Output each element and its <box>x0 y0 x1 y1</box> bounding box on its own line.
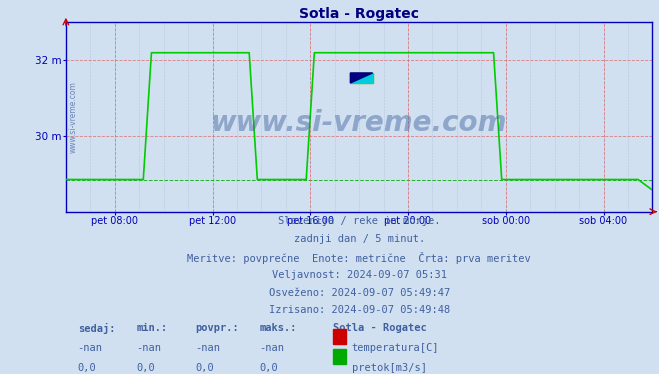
Text: www.si-vreme.com: www.si-vreme.com <box>69 81 78 153</box>
Text: povpr.:: povpr.: <box>195 323 239 333</box>
Text: min.:: min.: <box>136 323 167 333</box>
Text: maks.:: maks.: <box>260 323 297 333</box>
Bar <box>333 349 346 364</box>
Title: Sotla - Rogatec: Sotla - Rogatec <box>299 7 419 21</box>
Bar <box>333 329 346 344</box>
Text: Meritve: povprečne  Enote: metrične  Črta: prva meritev: Meritve: povprečne Enote: metrične Črta:… <box>187 252 531 264</box>
Text: 0,0: 0,0 <box>136 364 155 373</box>
Text: pretok[m3/s]: pretok[m3/s] <box>351 364 426 373</box>
Polygon shape <box>351 73 372 83</box>
Text: 0,0: 0,0 <box>260 364 278 373</box>
Text: www.si-vreme.com: www.si-vreme.com <box>211 109 507 137</box>
Text: Veljavnost: 2024-09-07 05:31: Veljavnost: 2024-09-07 05:31 <box>272 270 447 280</box>
Polygon shape <box>351 73 372 83</box>
Text: -nan: -nan <box>195 343 220 353</box>
Polygon shape <box>351 73 372 83</box>
Text: Slovenija / reke in morje.: Slovenija / reke in morje. <box>278 216 440 226</box>
Text: 0,0: 0,0 <box>78 364 96 373</box>
Text: sedaj:: sedaj: <box>78 323 115 334</box>
Text: Izrisano: 2024-09-07 05:49:48: Izrisano: 2024-09-07 05:49:48 <box>268 305 450 315</box>
Text: 0,0: 0,0 <box>195 364 214 373</box>
Text: Osveženo: 2024-09-07 05:49:47: Osveženo: 2024-09-07 05:49:47 <box>268 288 450 298</box>
Text: Sotla - Rogatec: Sotla - Rogatec <box>333 323 426 333</box>
Text: -nan: -nan <box>136 343 161 353</box>
Text: zadnji dan / 5 minut.: zadnji dan / 5 minut. <box>293 234 425 244</box>
Text: temperatura[C]: temperatura[C] <box>351 343 439 353</box>
Text: -nan: -nan <box>260 343 285 353</box>
Text: -nan: -nan <box>78 343 103 353</box>
